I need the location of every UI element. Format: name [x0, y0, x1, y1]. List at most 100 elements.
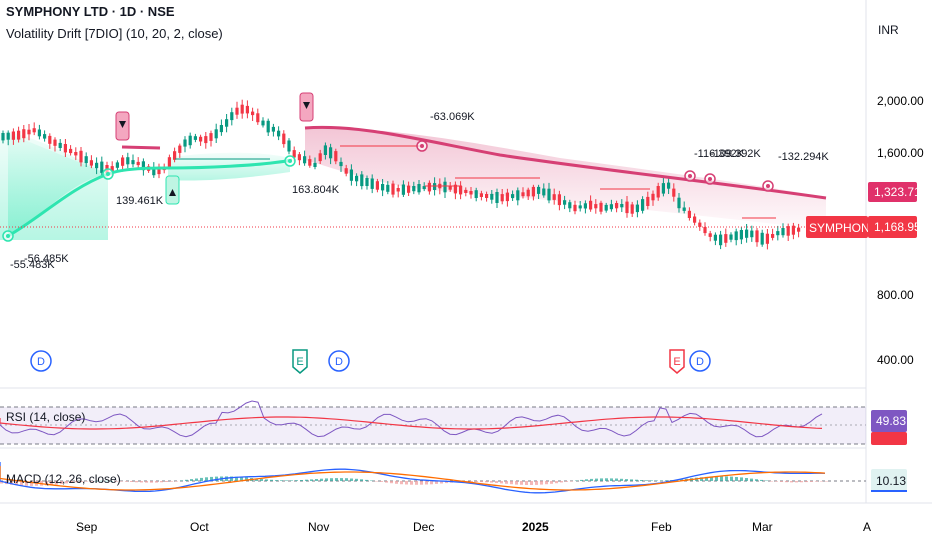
macd-histogram-bar	[775, 481, 778, 482]
macd-histogram-bar	[245, 477, 248, 481]
macd-histogram-bar	[530, 481, 533, 485]
candle-body	[355, 175, 359, 182]
candle-body	[422, 186, 426, 190]
trend-dot-center	[288, 159, 292, 163]
macd-histogram-bar	[50, 481, 53, 485]
macd-histogram-bar	[105, 480, 108, 482]
macd-histogram-bar	[45, 481, 48, 486]
macd-histogram-bar	[235, 476, 238, 481]
candle-body	[323, 145, 327, 155]
event-marker-label: E	[673, 356, 680, 368]
macd-histogram-bar	[100, 480, 103, 482]
trend-dot-center	[106, 172, 110, 176]
candle-body	[573, 204, 577, 212]
candle-body	[797, 227, 801, 232]
candle-body	[656, 186, 660, 198]
bear-fill	[305, 127, 826, 230]
candle-body	[271, 126, 275, 132]
candle-body	[547, 188, 551, 201]
candle-body	[708, 233, 712, 237]
macd-histogram-bar	[175, 481, 178, 482]
macd-histogram-bar	[540, 481, 543, 485]
candle-body	[771, 234, 775, 238]
trend-dot-center	[420, 144, 424, 148]
candle-body	[360, 174, 364, 187]
candle-body	[677, 197, 681, 209]
candle-body	[713, 234, 717, 241]
macd-histogram-bar	[825, 481, 828, 482]
macd-histogram-bar	[315, 479, 318, 481]
macd-value: 10.13	[876, 474, 906, 488]
macd-histogram-bar	[800, 481, 803, 483]
candle-body	[193, 136, 197, 140]
macd-histogram-bar	[490, 481, 493, 483]
candle-body	[511, 194, 515, 199]
macd-histogram-bar	[475, 481, 478, 482]
macd-histogram-bar	[635, 479, 638, 481]
candle-body	[199, 136, 203, 142]
candle-body	[448, 186, 452, 190]
candle-body	[500, 194, 504, 202]
macd-histogram-bar	[90, 481, 93, 482]
candle-body	[412, 186, 416, 192]
macd-histogram-bar	[620, 478, 623, 481]
macd-histogram-bar	[80, 481, 83, 482]
macd-histogram-bar	[340, 478, 343, 481]
candle-body	[375, 181, 379, 190]
candle-body	[188, 135, 192, 146]
macd-histogram-bar	[0, 481, 3, 484]
candle-body	[781, 228, 785, 236]
symbol-tag	[806, 216, 868, 238]
macd-histogram-bar	[605, 478, 608, 481]
event-marker-label: D	[696, 356, 704, 368]
macd-histogram-bar	[380, 481, 383, 482]
indicator-title[interactable]: Volatility Drift [7DIO] (10, 20, 2, clos…	[6, 26, 223, 41]
macd-histogram-bar	[155, 481, 158, 483]
candle-body	[245, 105, 249, 114]
candle-body	[786, 226, 790, 236]
macd-histogram-bar	[430, 481, 433, 485]
macd-histogram-bar	[415, 481, 418, 485]
macd-histogram-bar	[165, 481, 168, 482]
macd-histogram-bar	[805, 481, 808, 483]
macd-histogram-bar	[445, 481, 448, 484]
candle-body	[219, 125, 223, 133]
candle-body	[152, 167, 156, 176]
macd-histogram-bar	[750, 478, 753, 481]
candle-body	[693, 216, 697, 223]
currency-label[interactable]: INR	[878, 23, 899, 37]
macd-histogram-bar	[160, 481, 163, 483]
macd-histogram-bar	[395, 481, 398, 484]
macd-histogram-bar	[400, 481, 403, 485]
rsi-title[interactable]: RSI (14, close)	[6, 410, 86, 424]
candle-body	[604, 204, 608, 211]
candle-body	[703, 227, 707, 234]
candle-body	[589, 200, 593, 210]
candle-body	[365, 178, 369, 186]
macd-histogram-bar	[360, 479, 363, 481]
macd-histogram-bar	[55, 481, 58, 485]
macd-title[interactable]: MACD (12, 26, close)	[6, 472, 121, 486]
symbol-title[interactable]: SYMPHONY LTD · 1D · NSE	[6, 4, 175, 19]
volume-annotation: -63.069K	[430, 111, 475, 123]
candle-body	[6, 132, 10, 140]
time-tick: A	[863, 520, 871, 534]
last-price-badge	[868, 216, 917, 238]
macd-histogram-bar	[810, 481, 813, 482]
macd-histogram-bar	[735, 477, 738, 481]
candle-body	[27, 129, 31, 135]
candle-body	[292, 150, 296, 158]
macd-histogram-bar	[130, 481, 133, 482]
macd-histogram-bar	[660, 480, 663, 481]
macd-histogram-bar	[135, 481, 138, 483]
time-tick: Oct	[190, 520, 209, 534]
candle-body	[490, 193, 494, 200]
candle-body	[282, 133, 286, 145]
macd-histogram-bar	[370, 480, 373, 481]
candle-body	[745, 229, 749, 238]
macd-histogram-bar	[375, 481, 378, 482]
macd-histogram-bar	[760, 479, 763, 481]
price-tick: 400.00	[877, 353, 914, 367]
candle-body	[583, 203, 587, 209]
